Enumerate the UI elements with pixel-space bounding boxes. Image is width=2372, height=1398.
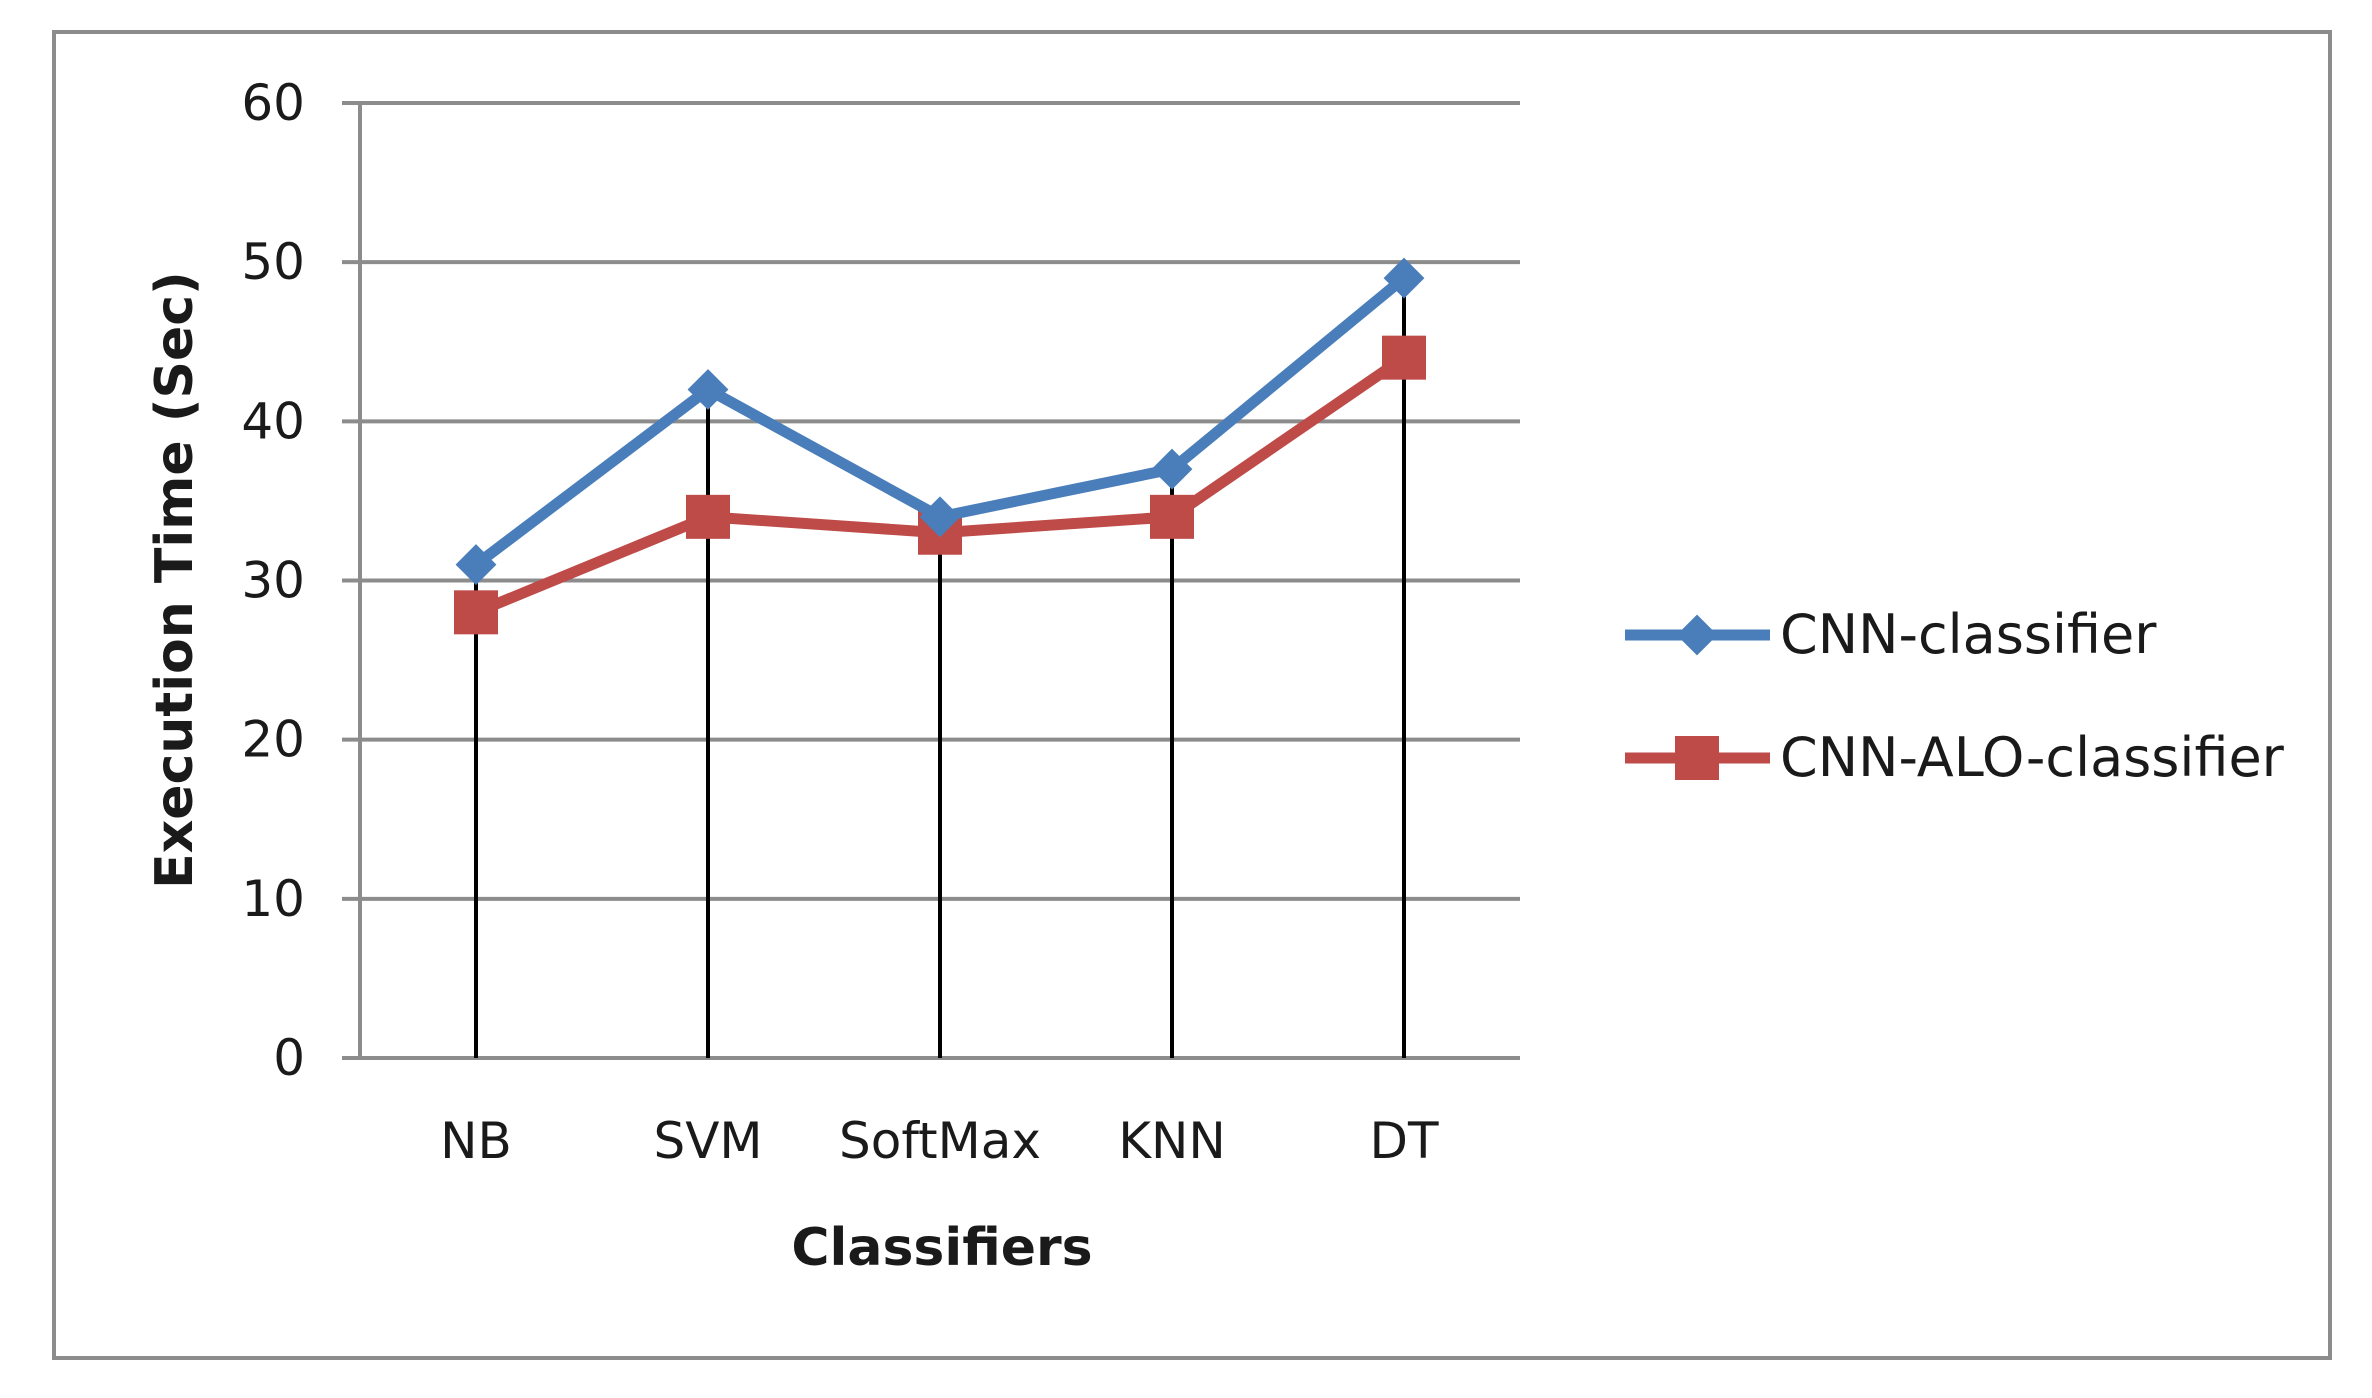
y-tick-label: 60 — [241, 74, 305, 132]
data-point — [1151, 448, 1193, 490]
gridlines — [342, 101, 1520, 1060]
x-axis-title: Classifiers — [791, 1218, 1092, 1278]
legend-label: CNN-ALO-classifier — [1780, 726, 2285, 789]
data-point — [455, 544, 497, 585]
diamond-marker-icon — [1676, 614, 1718, 656]
data-point — [686, 494, 730, 539]
x-tick-label: NB — [440, 1112, 512, 1170]
y-tick-label: 20 — [241, 711, 305, 769]
chart-frame — [52, 30, 2332, 1360]
y-tick-label: 50 — [241, 233, 305, 291]
x-tick-label: DT — [1369, 1112, 1439, 1170]
y-tick-labels: 0 10 20 30 40 50 60 — [241, 74, 305, 1087]
x-tick-labels: NB SVM SoftMax KNN DT — [440, 1112, 1439, 1170]
square-marker-icon — [1675, 736, 1719, 780]
y-axis-title: Execution Time (Sec) — [145, 271, 205, 889]
y-tick-label: 0 — [273, 1029, 305, 1087]
x-tick-label: SVM — [653, 1112, 762, 1170]
x-tick-label: KNN — [1118, 1112, 1226, 1170]
series-cnn-classifier — [455, 257, 1425, 585]
x-tick-label: SoftMax — [839, 1112, 1041, 1170]
legend: CNN-classifier CNN-ALO-classifier — [1625, 603, 2285, 789]
data-point — [1382, 335, 1426, 380]
legend-label: CNN-classifier — [1780, 603, 2157, 666]
data-point — [454, 590, 498, 635]
series-layer — [454, 257, 1426, 635]
y-tick-label: 30 — [241, 552, 305, 610]
data-point — [1150, 494, 1194, 539]
data-point — [1383, 257, 1425, 299]
data-point — [687, 369, 729, 410]
y-tick-label: 40 — [241, 392, 305, 450]
data-point — [919, 496, 961, 538]
y-tick-label: 10 — [241, 870, 305, 928]
